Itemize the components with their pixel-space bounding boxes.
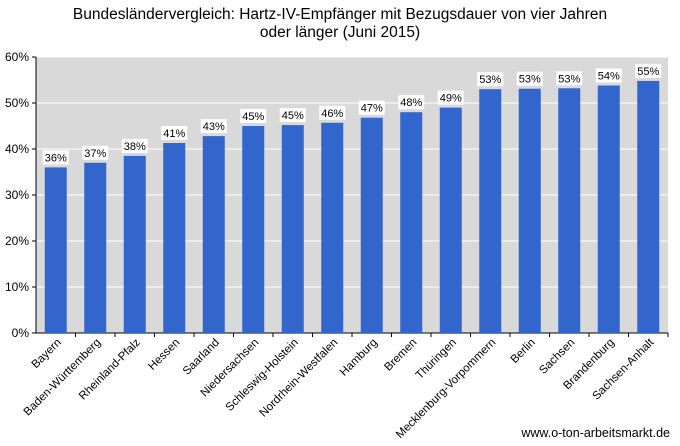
data-label: 54% — [598, 71, 620, 83]
y-tick-label: 20% — [5, 234, 29, 248]
y-tick-label: 30% — [5, 188, 29, 202]
bar — [202, 136, 225, 333]
data-label: 55% — [637, 66, 659, 78]
data-label-bg — [319, 105, 346, 120]
bar — [281, 125, 304, 333]
data-label-bg — [595, 68, 622, 83]
x-tick-label: Hamburg — [338, 337, 380, 379]
x-tick-label: Hessen — [146, 337, 182, 373]
data-label-bg — [82, 145, 109, 160]
x-tick-label: Bayern — [30, 337, 64, 371]
bar — [123, 155, 146, 333]
data-label: 48% — [400, 97, 422, 109]
data-label: 45% — [282, 110, 304, 122]
y-tick-label: 0% — [12, 326, 30, 340]
chart-title-line-1: Bundesländervergleich: Hartz-IV-Empfänge… — [72, 6, 608, 23]
bar — [400, 112, 423, 333]
bar — [321, 122, 344, 333]
data-label-bg — [42, 150, 69, 165]
data-label: 41% — [163, 128, 185, 140]
data-label: 45% — [242, 111, 264, 123]
data-label-bg — [556, 71, 583, 86]
x-tick-label: Baden-Württemberg — [22, 337, 104, 419]
bar — [597, 85, 620, 334]
bar — [163, 143, 186, 333]
bar — [518, 88, 541, 334]
bar — [84, 162, 107, 333]
x-tick-label: Saarland — [181, 337, 222, 378]
bar — [439, 107, 462, 333]
data-label: 37% — [84, 148, 106, 160]
data-label: 53% — [558, 73, 580, 85]
bar — [637, 80, 660, 333]
data-label: 46% — [321, 108, 343, 120]
data-label-bg — [279, 108, 306, 123]
data-label-bg — [477, 72, 504, 87]
data-label: 38% — [124, 141, 146, 153]
x-tick-label: Nordrhein-Westfalen — [257, 337, 340, 420]
bar — [44, 167, 67, 333]
y-tick-label: 50% — [5, 96, 29, 110]
y-tick-label: 10% — [5, 280, 29, 294]
data-label-bg — [161, 126, 188, 141]
bar — [242, 126, 265, 333]
x-tick-label: Schleswig-Holstein — [224, 337, 301, 414]
data-label: 53% — [479, 74, 501, 86]
y-tick-label: 40% — [5, 142, 29, 156]
data-label: 36% — [45, 152, 67, 164]
x-tick-label: Bremen — [382, 337, 419, 374]
data-label-bg — [516, 71, 543, 86]
chart-title: Bundesländervergleich: Hartz-IV-Empfänge… — [0, 6, 680, 42]
data-label-bg — [398, 95, 425, 110]
data-label-bg — [200, 119, 227, 134]
data-label: 49% — [440, 93, 462, 105]
data-label-bg — [240, 109, 267, 123]
bar — [479, 89, 502, 333]
data-label: 43% — [203, 121, 225, 133]
data-label: 47% — [361, 103, 383, 115]
data-label-bg — [437, 90, 464, 105]
x-tick-label: Berlin — [509, 337, 538, 366]
source-credit[interactable]: www.o-ton-arbeitsmarkt.de — [521, 426, 670, 440]
chart-title-line-2: oder länger (Juni 2015) — [259, 24, 421, 41]
data-label-bg — [358, 100, 385, 115]
y-tick-label: 60% — [5, 50, 29, 64]
data-label-bg — [121, 138, 148, 153]
data-label: 53% — [519, 74, 541, 86]
data-label-bg — [635, 63, 662, 78]
bar — [558, 88, 581, 333]
x-tick-label: Sachsen — [537, 337, 577, 377]
bar — [360, 117, 383, 333]
